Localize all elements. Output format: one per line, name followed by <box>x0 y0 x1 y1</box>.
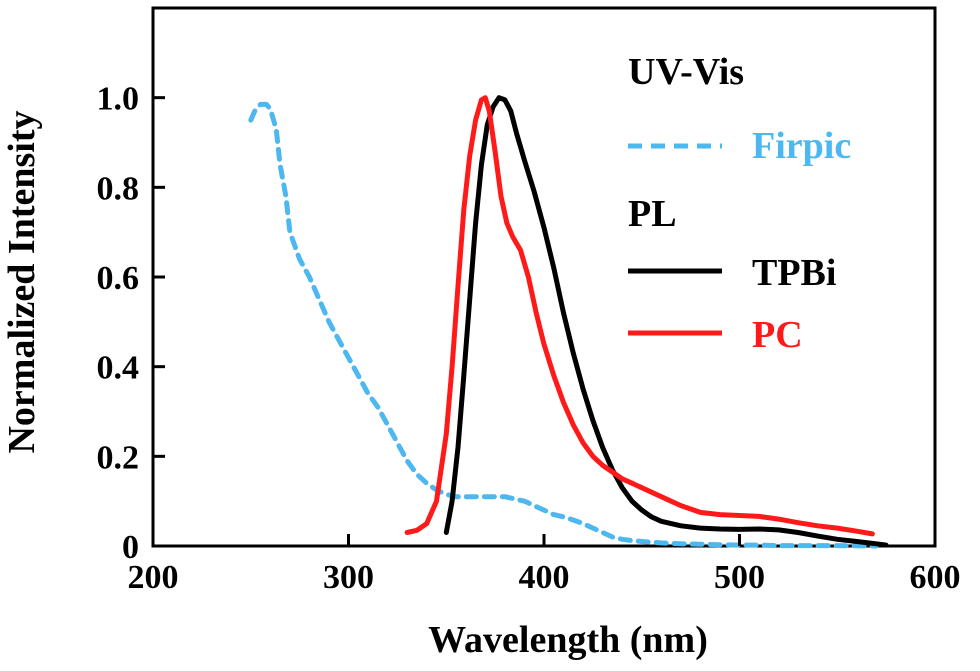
tick-layer: 200 300 400 500 600 0 0.2 0.4 0.6 0.8 1.0 <box>97 81 961 596</box>
y-tick-label: 0.2 <box>97 439 140 476</box>
series-line-pc <box>404 95 875 537</box>
x-tick-label: 500 <box>714 559 765 596</box>
legend-title-pl: PL <box>628 193 677 235</box>
series-layer <box>248 95 889 549</box>
x-tick-label: 600 <box>910 559 961 596</box>
legend-title-uvvis: UV-Vis <box>628 51 744 93</box>
y-tick-label: 0.8 <box>97 170 140 207</box>
legend-label-pc: PC <box>752 314 803 356</box>
y-tick-label: 0.6 <box>97 260 140 297</box>
x-axis-title: Wavelength (nm) <box>428 619 708 661</box>
x-tick-label: 400 <box>519 559 570 596</box>
x-tick-label: 200 <box>128 559 179 596</box>
legend-label-firpic: Firpic <box>752 125 851 167</box>
y-tick-label: 0 <box>122 529 139 566</box>
y-tick-label: 0.4 <box>97 350 140 387</box>
x-tick-label: 300 <box>323 559 374 596</box>
y-axis-title: Normalized Intensity <box>1 110 43 453</box>
series-line-firpic <box>248 101 879 549</box>
y-tick-label: 1.0 <box>97 81 140 118</box>
legend: UV-Vis Firpic PL TPBi PC <box>628 51 851 356</box>
legend-label-tpbi: TPBi <box>752 252 836 294</box>
series-line-tpbi <box>443 95 889 548</box>
